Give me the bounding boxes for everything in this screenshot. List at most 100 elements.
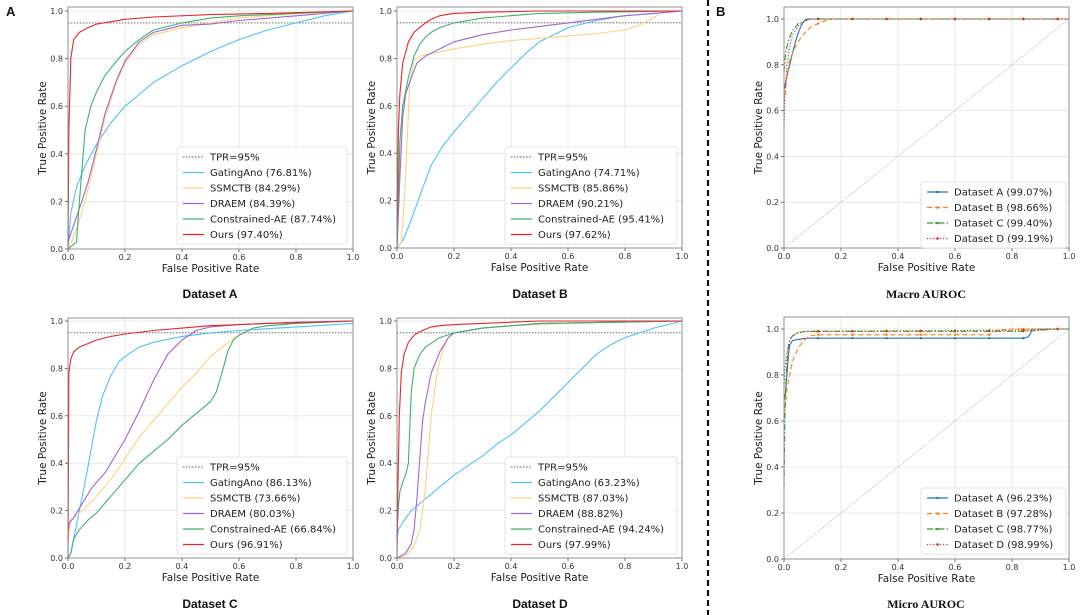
chart-title: Dataset D	[512, 597, 568, 611]
chart-dataset-b: 0.0 0.2 0.4 0.6 0.8 1.0 0.0 0.2 0.4 0.6 0.8 1.0 Fals…	[366, 6, 689, 301]
series-line	[67, 320, 354, 532]
y-tick-label: 0.8	[379, 54, 392, 63]
series-marker	[817, 333, 820, 336]
y-tick-label: 0.8	[50, 364, 63, 373]
legend-label: GatingAno (86.13%)	[210, 478, 312, 489]
legend-item: Ours (96.91%)	[183, 540, 283, 551]
series-marker	[817, 337, 820, 340]
y-tick-label: 1.0	[766, 15, 779, 24]
x-tick-label: 0.8	[1006, 252, 1019, 261]
x-tick-label: 0.4	[892, 252, 905, 261]
x-axis-label: False Positive Rate	[878, 573, 976, 585]
y-tick-label: 0.2	[766, 509, 779, 518]
x-tick-label: 1.0	[347, 253, 360, 262]
y-tick-label: 0.4	[50, 150, 63, 159]
y-tick-label: 0.4	[766, 152, 779, 161]
legend-item: Ours (97.62%)	[511, 230, 611, 241]
y-tick-label: 0.2	[766, 198, 779, 207]
y-tick-label: 1.0	[379, 7, 392, 16]
legend-label: Ours (97.62%)	[538, 230, 611, 241]
legend-item: Dataset A (99.07%)	[927, 188, 1052, 199]
x-tick-label: 0.2	[448, 562, 461, 571]
x-tick-label: 1.0	[676, 252, 689, 261]
legend-label: SSMCTB (87.03%)	[538, 494, 628, 505]
legend-item: DRAEM (88.82%)	[511, 509, 623, 520]
legend-item: Ours (97.40%)	[183, 230, 283, 241]
x-tick-label: 0.6	[949, 563, 962, 572]
chart-dataset-c: 0.0 0.2 0.4 0.6 0.8 1.0 0.0 0.2 0.4 0.6 0.8 1.0 Fals…	[37, 317, 359, 611]
x-tick-label: 0.0	[391, 562, 404, 571]
legend: Dataset A (96.23%) Dataset B (97.28%) Data…	[920, 487, 1067, 555]
chance-diagonal	[783, 18, 1070, 249]
x-tick-label: 0.2	[448, 252, 461, 261]
y-tick-label: 0.6	[379, 412, 392, 421]
legend-item: TPR=95%	[511, 153, 588, 164]
legend-box	[504, 456, 678, 555]
series-line	[783, 18, 1069, 104]
series-marker	[953, 17, 957, 21]
legend-item: SSMCTB (87.03%)	[511, 494, 628, 505]
y-tick-label: 0.8	[766, 61, 779, 70]
series-line	[396, 10, 683, 249]
series-line	[396, 10, 682, 249]
y-axis-label: True Positive Rate	[753, 391, 765, 486]
x-tick-label: 0.2	[835, 563, 848, 572]
y-tick-label: 0.8	[50, 55, 63, 64]
legend-marker	[936, 543, 939, 546]
legend-label: TPR=95%	[209, 463, 260, 474]
series-line	[783, 328, 1069, 488]
legend-item: Dataset B (97.28%)	[927, 509, 1052, 520]
series-line	[396, 320, 683, 535]
legend-item: Ours (97.99%)	[511, 540, 611, 551]
legend-item: Dataset D (99.19%)	[927, 234, 1053, 245]
axes-frame	[67, 6, 354, 250]
legend-item: Constrained-AE (66.84%)	[183, 525, 336, 536]
legend-item: SSMCTB (85.86%)	[511, 184, 628, 195]
series-marker	[1022, 17, 1025, 21]
legend-box	[176, 456, 348, 555]
legend-label: DRAEM (80.03%)	[210, 509, 295, 520]
legend-label: SSMCTB (84.29%)	[210, 184, 300, 195]
legend-item: Constrained-AE (87.74%)	[183, 215, 336, 226]
series-line	[396, 320, 682, 559]
x-axis-label: False Positive Rate	[491, 262, 589, 274]
legend-item: Dataset C (99.40%)	[927, 219, 1053, 230]
legend-label: Dataset C (98.77%)	[954, 525, 1053, 536]
series-marker	[885, 333, 888, 336]
x-tick-label: 0.2	[835, 252, 848, 261]
legend-marker	[936, 237, 939, 240]
legend-item: Dataset C (98.77%)	[927, 525, 1053, 536]
legend-label: Constrained-AE (66.84%)	[210, 525, 336, 536]
legend-label: GatingAno (76.81%)	[210, 168, 312, 179]
series-line	[67, 10, 354, 250]
y-tick-label: 0.0	[50, 554, 63, 563]
series-line	[67, 10, 354, 250]
legend: TPR=95% GatingAno (86.13%) SSMCTB (73.66%)…	[176, 456, 348, 555]
legend: TPR=95% GatingAno (63.23%) SSMCTB (87.03%)…	[504, 456, 678, 555]
y-tick-label: 0.2	[50, 507, 63, 516]
legend-item: Constrained-AE (95.41%)	[511, 215, 664, 226]
x-tick-label: 0.8	[290, 253, 303, 262]
y-tick-label: 0.6	[766, 107, 779, 116]
series-marker	[851, 337, 854, 340]
legend-item: GatingAno (74.71%)	[511, 168, 640, 179]
series-marker	[919, 329, 922, 332]
legend-label: TPR=95%	[209, 153, 260, 164]
legend-item: SSMCTB (73.66%)	[183, 494, 300, 505]
legend-item: SSMCTB (84.29%)	[183, 184, 300, 195]
y-axis-label: True Positive Rate	[366, 81, 378, 176]
x-tick-label: 0.4	[505, 252, 518, 261]
series-marker	[988, 17, 991, 21]
legend-item: TPR=95%	[183, 463, 260, 474]
series-marker	[885, 337, 888, 340]
x-tick-label: 0.6	[949, 252, 962, 261]
x-tick-label: 1.0	[1063, 252, 1076, 261]
legend-item: GatingAno (86.13%)	[183, 478, 312, 489]
legend-label: TPR=95%	[537, 153, 588, 164]
y-tick-label: 0.6	[50, 412, 63, 421]
legend-item: Constrained-AE (94.24%)	[511, 525, 664, 536]
series-line	[67, 320, 354, 559]
legend-label: Dataset D (99.19%)	[954, 234, 1053, 245]
y-tick-label: 0.2	[379, 197, 392, 206]
panel-label-b: B	[716, 4, 725, 19]
